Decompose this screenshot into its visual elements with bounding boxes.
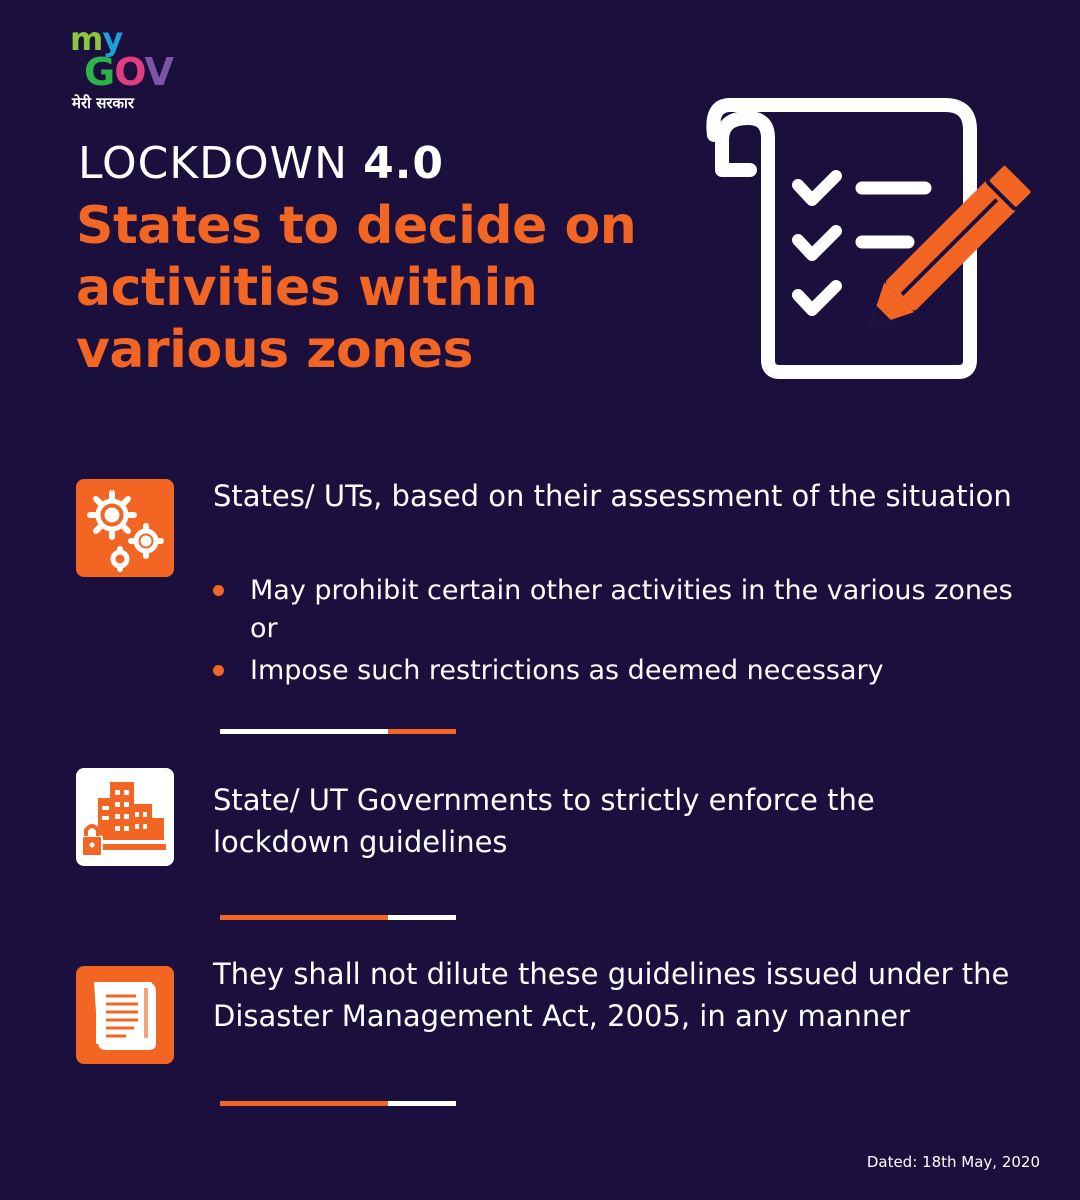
scroll-document-icon — [76, 966, 174, 1064]
logo-letter-y: y — [102, 20, 123, 58]
section-2-text: State/ UT Governments to strictly enforc… — [213, 783, 875, 859]
divider-3 — [220, 1101, 456, 1106]
gears-icon — [76, 479, 174, 577]
kicker-bold: 4.0 — [363, 138, 445, 189]
list-item: May prohibit certain other activities in… — [213, 572, 1013, 648]
divider-2 — [220, 915, 456, 920]
logo-letter-g: G — [84, 50, 115, 94]
section-1-bullets: May prohibit certain other activities in… — [213, 572, 1013, 694]
logo-letter-m: m — [70, 20, 103, 58]
logo-tagline: मेरी सरकार — [72, 94, 135, 112]
kicker-light: LOCKDOWN — [78, 138, 349, 189]
logo-letter-v: V — [144, 50, 174, 94]
logo-my: my — [70, 20, 123, 58]
divider-1 — [220, 729, 456, 734]
bullet-text: May prohibit certain other activities in… — [250, 575, 1013, 644]
date-label: Dated: 18th May, 2020 — [866, 1153, 1040, 1171]
headline: States to decide on activities within va… — [76, 196, 637, 380]
checklist-pencil-icon — [706, 98, 1035, 379]
section-1-text: States/ UTs, based on their assessment o… — [213, 479, 1012, 513]
buildings-lock-icon — [76, 768, 174, 866]
bullet-dot — [213, 585, 224, 596]
mygov-logo: my GOV मेरी सरकार — [70, 20, 200, 115]
logo-gov: GOV — [84, 50, 174, 94]
bullet-text: Impose such restrictions as deemed neces… — [250, 655, 884, 686]
section-3-text: They shall not dilute these guidelines i… — [213, 957, 1010, 1033]
kicker-title: LOCKDOWN 4.0 — [78, 138, 444, 189]
list-item: Impose such restrictions as deemed neces… — [213, 652, 1013, 690]
bullet-dot — [213, 665, 224, 676]
logo-letter-o: O — [114, 50, 145, 94]
